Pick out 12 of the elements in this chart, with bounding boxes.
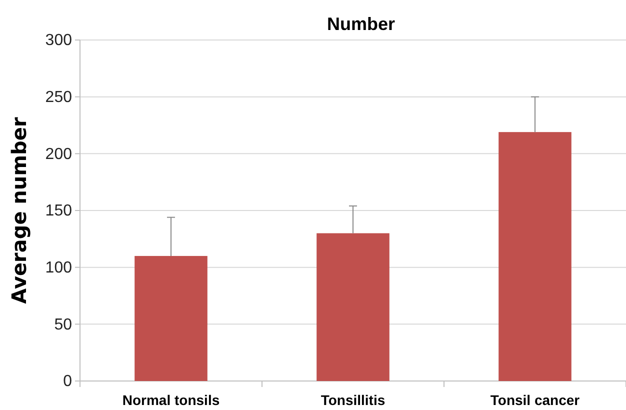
x-tick-label: Normal tonsils: [122, 392, 220, 408]
y-tick-label: 250: [45, 88, 72, 106]
x-tick-label: Tonsillitis: [320, 392, 386, 408]
y-tick-label: 0: [63, 373, 72, 390]
y-tick-label: 50: [54, 316, 72, 334]
y-axis-title: Average number: [7, 117, 31, 304]
y-tick-label: 300: [45, 32, 72, 50]
chart-title: Number: [326, 14, 396, 34]
y-tick-label: 100: [45, 259, 72, 276]
y-tick-label: 200: [45, 146, 72, 163]
x-tick-label: Tonsil cancer: [490, 392, 580, 408]
y-tick-label: 150: [45, 202, 72, 220]
